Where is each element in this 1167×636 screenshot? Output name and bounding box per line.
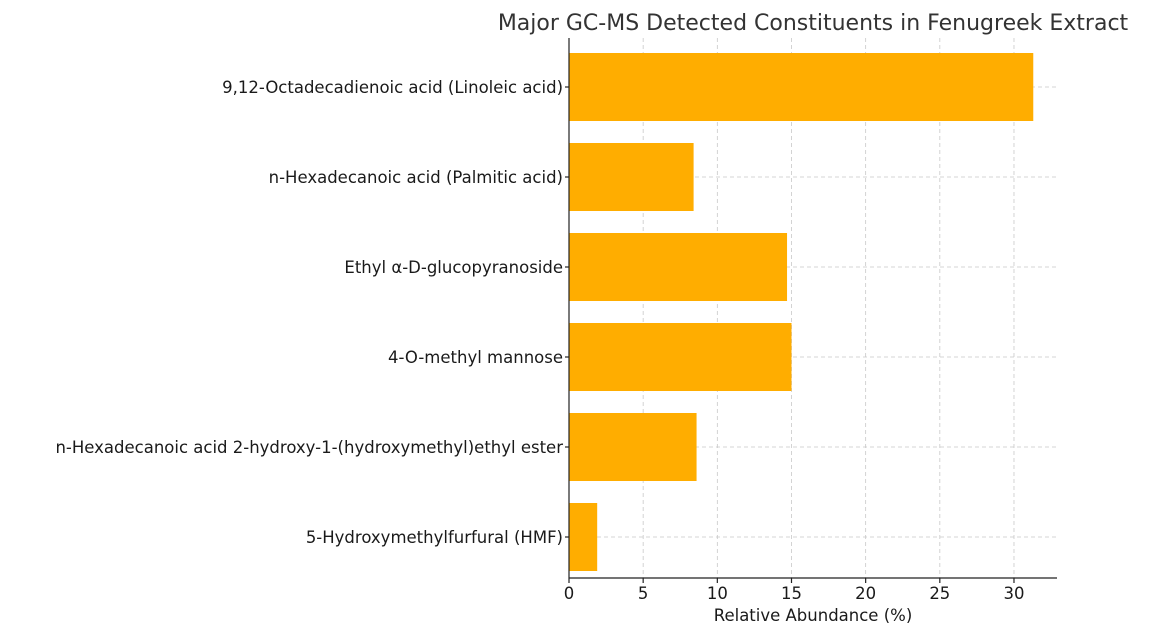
x-tick-label: 5: [638, 584, 649, 603]
category-label: 9,12-Octadecadienoic acid (Linoleic acid…: [222, 78, 563, 97]
bar: [569, 413, 697, 481]
bar: [569, 323, 792, 391]
x-tick-label: 30: [1003, 584, 1024, 603]
bar: [569, 503, 598, 571]
x-ticks: 0 5 10 15 20 25 30: [564, 86, 1024, 603]
category-label: 4-O-methyl mannose: [388, 348, 563, 367]
x-tick-label: 15: [781, 584, 802, 603]
bar: [569, 143, 694, 211]
axes: [568, 38, 1057, 579]
category-labels: 9,12-Octadecadienoic acid (Linoleic acid…: [55, 78, 563, 547]
bar: [569, 53, 1034, 121]
x-tick-label: 20: [855, 584, 876, 603]
category-label: 5-Hydroxymethylfurfural (HMF): [306, 528, 563, 547]
category-label: n-Hexadecanoic acid (Palmitic acid): [269, 168, 563, 187]
chart-title: Major GC-MS Detected Constituents in Fen…: [498, 11, 1129, 36]
bars: [569, 53, 1034, 571]
x-tick-label: 0: [564, 584, 575, 603]
grid-lines: [568, 38, 1057, 578]
x-tick-label: 10: [707, 584, 728, 603]
bar: [569, 233, 788, 301]
category-label: n-Hexadecanoic acid 2-hydroxy-1-(hydroxy…: [55, 438, 563, 457]
category-label: Ethyl α-D-glucopyranoside: [344, 258, 563, 277]
x-axis-title: Relative Abundance (%): [714, 606, 913, 625]
x-tick-label: 25: [929, 584, 950, 603]
